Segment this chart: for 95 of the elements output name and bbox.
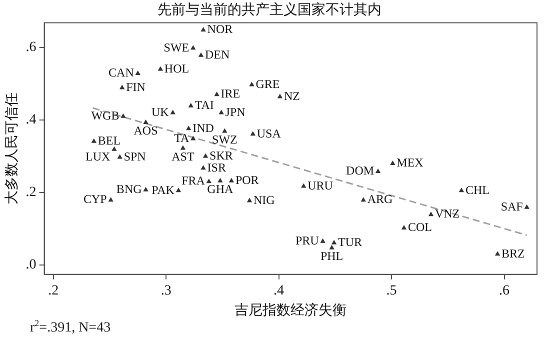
point (143, 186, 148, 192)
point (206, 178, 212, 184)
point (214, 92, 220, 96)
point (218, 178, 223, 182)
annotation: LUX (86, 149, 111, 164)
annotation: COL (408, 220, 432, 234)
annotation: URU (308, 178, 334, 192)
annotation: SWE (164, 40, 190, 54)
annotation: BEL (98, 134, 121, 148)
point (375, 168, 381, 173)
x-tick-label: .3 (160, 283, 172, 298)
point (190, 136, 196, 140)
annotation: PRU (295, 234, 320, 248)
point (108, 197, 114, 202)
annotation: NOR (207, 22, 233, 36)
point (331, 240, 337, 244)
annotation: AOS (134, 124, 158, 138)
annotation: SKR (210, 148, 233, 162)
annotation: BRZ (502, 246, 525, 260)
point (200, 165, 206, 170)
x-tick-label: .5 (386, 283, 397, 298)
annotation: ARG (367, 192, 394, 206)
annotation: CAN (108, 66, 134, 80)
point (320, 238, 326, 243)
annotation: USA (256, 126, 282, 140)
annotation: MEX (396, 156, 424, 170)
annotation: POR (235, 173, 259, 188)
point (202, 153, 208, 158)
point (494, 251, 500, 256)
annotation: ISR (207, 160, 226, 174)
annotation: BNG (116, 182, 142, 196)
point (428, 212, 434, 216)
annotation: CYP (83, 192, 108, 206)
annotation: NZ (284, 88, 300, 103)
annotation: JPN (225, 104, 246, 119)
point (112, 146, 117, 151)
annotation: PHL (320, 249, 344, 264)
point (180, 145, 186, 150)
point (135, 70, 140, 76)
point (198, 52, 204, 57)
annotation: GRE (256, 76, 280, 91)
annotation: FRA (182, 174, 206, 188)
annotation: AST (172, 149, 195, 164)
annotation: DEN (205, 48, 230, 62)
chart-title: 先前与当前的共产主义国家不计其内 (158, 2, 382, 18)
point (143, 120, 148, 124)
point (390, 160, 396, 165)
point (176, 188, 182, 192)
annotation: VNZ (435, 206, 460, 221)
point (119, 84, 125, 90)
point (91, 138, 97, 143)
annotation: IRE (220, 86, 240, 101)
x-tick-label: .4 (274, 283, 284, 298)
annotation: SWZ (212, 132, 238, 146)
annotation: NIG (254, 192, 276, 207)
point (186, 126, 192, 130)
point (158, 66, 164, 71)
point (249, 82, 254, 86)
annotation: TA (174, 130, 190, 145)
point (301, 183, 306, 188)
x-tick-label: .2 (48, 283, 59, 298)
point (250, 131, 256, 136)
x-axis-title: 吉尼指数经济失衡 (234, 302, 347, 318)
y-tick-label: .2 (26, 185, 36, 200)
point (117, 154, 122, 159)
point (524, 204, 530, 209)
annotation: UK (152, 104, 170, 119)
text: r$^{2}$=.391, N=43 (30, 318, 111, 337)
annotation: PAK (152, 182, 175, 197)
annotation: TAI (194, 98, 214, 112)
x-tick-label: .6 (499, 283, 510, 298)
annotation: FIN (126, 80, 146, 94)
point (329, 244, 334, 250)
annotation: HOL (164, 61, 190, 76)
annotation: TUR (338, 235, 362, 250)
annotation: SAF (500, 199, 524, 214)
annotation: SPN (124, 149, 146, 164)
point (200, 27, 206, 32)
point (401, 224, 407, 230)
y-tick-label: .0 (26, 258, 36, 273)
y-tick-label: .4 (26, 112, 36, 128)
annotation: DOM (346, 164, 374, 178)
point (228, 178, 234, 182)
point (360, 197, 366, 202)
point (458, 188, 464, 192)
y-axis-title: 大多数人民可信任 (4, 92, 20, 205)
annotation: WGB (91, 108, 120, 122)
point (120, 113, 126, 118)
annotation: GHA (207, 182, 234, 196)
point (246, 198, 252, 202)
annotation: CHL (465, 182, 490, 197)
point (188, 102, 194, 108)
y-tick-label: .6 (26, 40, 36, 56)
annotation: IND (192, 120, 214, 135)
point (277, 94, 283, 98)
